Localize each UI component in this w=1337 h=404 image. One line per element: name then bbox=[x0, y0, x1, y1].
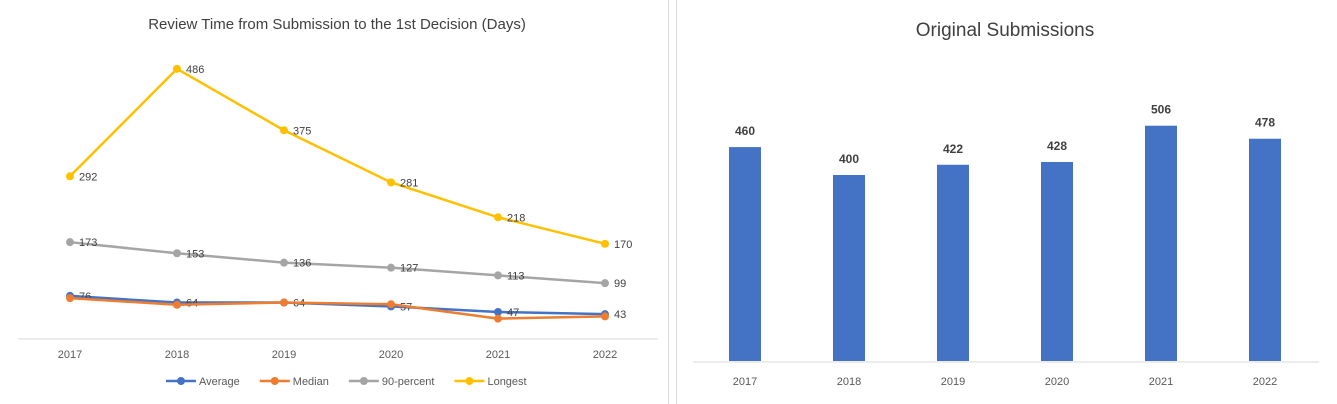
x-tick-label: 2021 bbox=[1149, 376, 1173, 388]
data-label-longest: 486 bbox=[186, 64, 204, 76]
bar-value-label: 422 bbox=[943, 142, 963, 156]
data-label-90-percent: 127 bbox=[400, 263, 418, 275]
data-point-longest bbox=[173, 64, 181, 73]
series-line-median bbox=[69, 296, 606, 320]
bar bbox=[729, 147, 761, 361]
legend-label-median: Median bbox=[293, 376, 329, 388]
x-tick-label: 2017 bbox=[733, 376, 757, 388]
data-point-90-percent bbox=[66, 238, 74, 247]
data-label-90-percent: 153 bbox=[186, 248, 204, 260]
data-point-longest bbox=[66, 172, 74, 181]
series-line-average bbox=[69, 294, 606, 316]
data-point-90-percent bbox=[387, 263, 395, 272]
x-tick-label: 2018 bbox=[165, 349, 189, 361]
bar bbox=[1041, 161, 1073, 361]
series-line-longest bbox=[69, 67, 606, 246]
legend-label-longest: Longest bbox=[487, 376, 526, 388]
bar bbox=[1249, 138, 1281, 361]
x-tick-label: 2020 bbox=[1045, 376, 1069, 388]
data-point-median bbox=[173, 300, 181, 309]
line-chart-title: Review Time from Submission to the 1st D… bbox=[148, 16, 526, 33]
bar-value-label: 400 bbox=[839, 152, 859, 166]
x-tick-label: 2019 bbox=[272, 349, 296, 361]
x-tick-label: 2022 bbox=[593, 349, 617, 361]
x-tick-label: 2022 bbox=[1253, 376, 1277, 388]
data-point-median bbox=[66, 294, 74, 303]
x-tick-label: 2021 bbox=[486, 349, 510, 361]
bar bbox=[937, 164, 969, 361]
data-point-90-percent bbox=[601, 279, 609, 288]
bar bbox=[1145, 125, 1177, 362]
data-point-median bbox=[280, 298, 288, 307]
data-label-average: 76 bbox=[79, 291, 91, 303]
data-point-longest bbox=[280, 126, 288, 135]
data-label-90-percent: 136 bbox=[293, 258, 311, 270]
data-point-median bbox=[601, 312, 609, 321]
data-point-median bbox=[494, 314, 502, 323]
x-tick-label: 2020 bbox=[379, 349, 403, 361]
data-point-longest bbox=[494, 213, 502, 222]
bar-chart-panel: Original Submissions 460 2017 400 2018 422 20… bbox=[676, 0, 1337, 404]
data-label-90-percent: 99 bbox=[614, 278, 626, 290]
x-tick-label: 2017 bbox=[58, 349, 82, 361]
data-label-longest: 375 bbox=[293, 125, 311, 137]
data-label-average: 43 bbox=[614, 309, 626, 321]
legend-marker-average bbox=[177, 377, 185, 385]
data-point-90-percent bbox=[173, 249, 181, 258]
data-label-longest: 170 bbox=[614, 239, 632, 251]
data-label-longest: 281 bbox=[400, 177, 418, 189]
data-label-90-percent: 173 bbox=[79, 237, 97, 249]
bar-chart: Original Submissions 460 2017 400 2018 422 20… bbox=[693, 20, 1319, 388]
data-label-average: 47 bbox=[507, 307, 519, 319]
bar-value-label: 506 bbox=[1151, 103, 1171, 117]
data-point-90-percent bbox=[494, 271, 502, 280]
data-label-longest: 218 bbox=[507, 212, 525, 224]
data-point-longest bbox=[387, 178, 395, 187]
legend-label-average: Average bbox=[199, 376, 240, 388]
x-tick-label: 2018 bbox=[837, 376, 861, 388]
legend-marker-median bbox=[270, 377, 279, 385]
bar-value-label: 428 bbox=[1047, 139, 1067, 153]
bar-chart-title: Original Submissions bbox=[916, 20, 1094, 41]
data-label-90-percent: 113 bbox=[507, 270, 525, 282]
bar-value-label: 478 bbox=[1255, 116, 1275, 130]
data-label-longest: 292 bbox=[79, 171, 97, 183]
legend-marker-90-percent bbox=[359, 377, 368, 385]
x-tick-label: 2019 bbox=[941, 376, 965, 388]
data-point-longest bbox=[601, 239, 609, 248]
bar bbox=[833, 175, 865, 361]
data-point-90-percent bbox=[280, 258, 288, 267]
line-chart-panel: Review Time from Submission to the 1st D… bbox=[18, 0, 669, 404]
data-point-median bbox=[387, 300, 395, 309]
series-line-90-percent bbox=[69, 240, 606, 285]
legend-label-90-percent: 90-percent bbox=[382, 376, 435, 388]
bar-value-label: 460 bbox=[735, 124, 755, 138]
data-point-average bbox=[494, 307, 502, 316]
line-chart: Review Time from Submission to the 1st D… bbox=[18, 16, 658, 388]
legend-marker-longest bbox=[465, 377, 474, 385]
